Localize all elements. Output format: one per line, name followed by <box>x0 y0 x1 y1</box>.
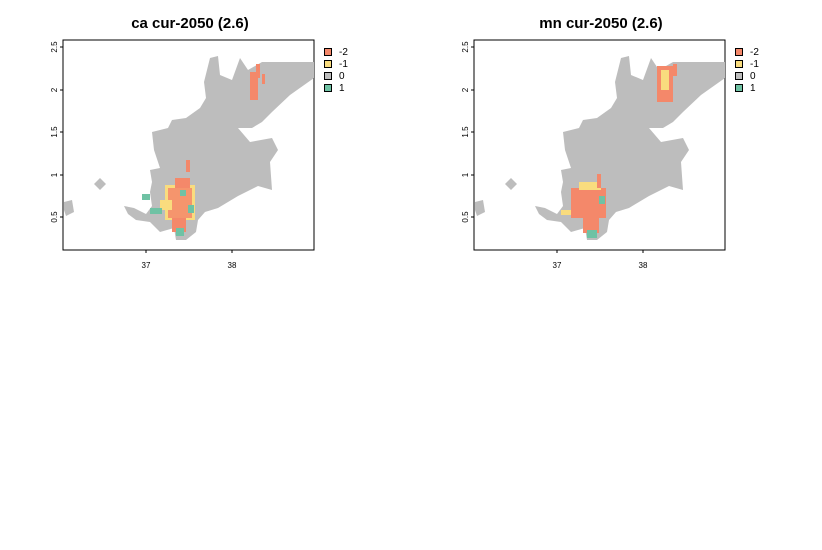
legend-label: -1 <box>750 58 759 70</box>
y-tick-label: 0.5 <box>461 211 470 223</box>
legend-label: -1 <box>339 58 348 70</box>
legend-item: -1 <box>735 58 759 70</box>
island-shape <box>505 178 517 190</box>
legend-item: -1 <box>324 58 348 70</box>
y-tick-label: 2 <box>50 87 59 92</box>
legend: -2 -1 0 1 <box>735 46 759 94</box>
y-tick-label: 1.5 <box>50 126 59 138</box>
island-shape <box>475 200 485 216</box>
legend: -2 -1 0 1 <box>324 46 348 94</box>
y-tick-label: 2.5 <box>50 41 59 53</box>
legend-label: 1 <box>339 82 345 94</box>
x-tick-label: 37 <box>142 261 151 270</box>
legend-swatch <box>324 48 332 56</box>
y-tick-label: 1 <box>50 172 59 177</box>
raster-map: 0.5 1 1.5 2 2.5 37 38 <box>50 39 315 270</box>
change-cells <box>142 64 265 236</box>
legend-swatch <box>735 84 743 92</box>
legend-label: 0 <box>339 70 345 82</box>
y-tick-label: 2 <box>461 87 470 92</box>
island-shape <box>94 178 106 190</box>
change-cells <box>561 64 677 238</box>
legend-item: 1 <box>324 82 348 94</box>
map-panel-mn: mn cur-2050 (2.6) 0.5 1 1.5 2 2.5 <box>411 0 822 275</box>
x-tick-label: 37 <box>553 261 562 270</box>
legend-item: -2 <box>735 46 759 58</box>
map-title: mn cur-2050 (2.6) <box>539 15 663 32</box>
legend-swatch <box>324 84 332 92</box>
legend-label: -2 <box>750 46 759 58</box>
legend-label: 1 <box>750 82 756 94</box>
legend-label: -2 <box>339 46 348 58</box>
y-tick-label: 2.5 <box>461 41 470 53</box>
x-tick-label: 38 <box>228 261 237 270</box>
island-shape <box>64 200 74 216</box>
legend-item: 0 <box>735 70 759 82</box>
x-tick-label: 38 <box>639 261 648 270</box>
y-tick-label: 1 <box>461 172 470 177</box>
y-tick-label: 0.5 <box>50 211 59 223</box>
legend-swatch <box>735 60 743 68</box>
legend-swatch <box>324 60 332 68</box>
legend-item: 0 <box>324 70 348 82</box>
legend-item: 1 <box>735 82 759 94</box>
map-title: ca cur-2050 (2.6) <box>131 15 249 32</box>
legend-label: 0 <box>750 70 756 82</box>
y-tick-label: 1.5 <box>461 126 470 138</box>
raster-map: 0.5 1 1.5 2 2.5 37 38 <box>461 39 726 270</box>
legend-swatch <box>324 72 332 80</box>
legend-item: -2 <box>324 46 348 58</box>
legend-swatch <box>735 72 743 80</box>
legend-swatch <box>735 48 743 56</box>
map-panel-ca: ca cur-2050 (2.6) 0. <box>0 0 411 275</box>
